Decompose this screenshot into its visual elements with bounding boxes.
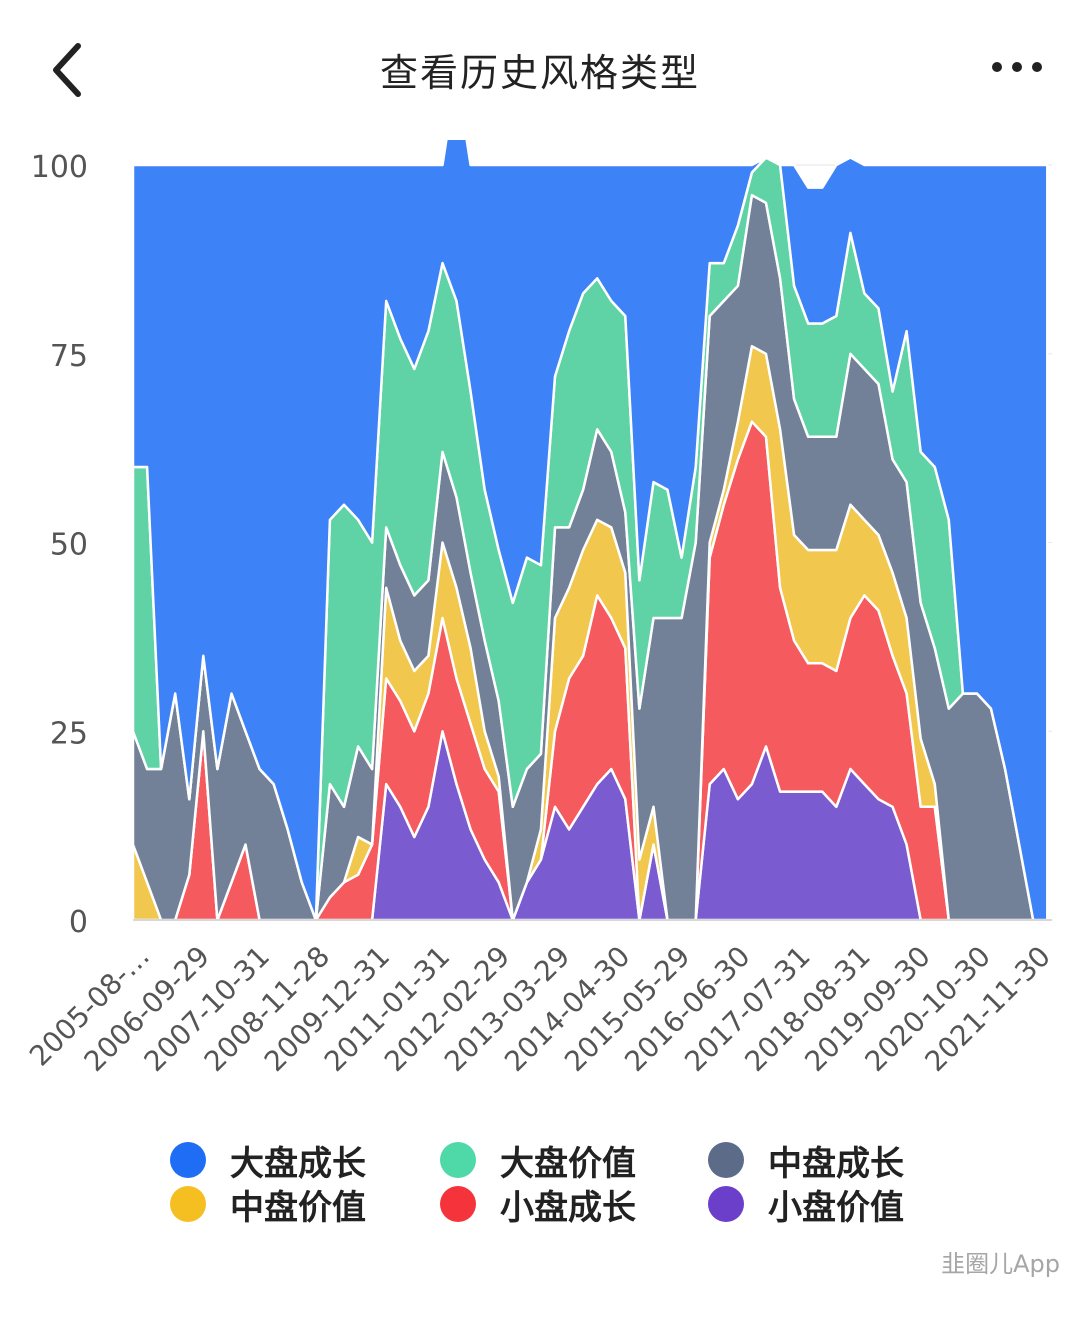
y-tick-label: 25: [50, 716, 88, 751]
legend-dot: [170, 1186, 206, 1222]
style-history-chart: 02550751002005-08-…2006-09-292007-10-312…: [23, 140, 1057, 1078]
legend-label: 小盘价值: [768, 1187, 904, 1228]
legend-dot: [170, 1142, 206, 1178]
y-tick-label: 75: [50, 339, 88, 374]
legend-item-mid-value[interactable]: 中盘价值: [170, 1184, 366, 1228]
more-button[interactable]: [982, 48, 1052, 88]
legend-label: 大盘成长: [230, 1143, 366, 1184]
top-bar: 查看历史风格类型: [0, 0, 1080, 140]
more-dots-icon: [1032, 62, 1042, 72]
legend-dot: [440, 1142, 476, 1178]
legend-label: 大盘价值: [500, 1143, 636, 1184]
legend-dot: [708, 1142, 744, 1178]
chart-legend: 大盘成长 大盘价值 中盘成长 中盘价值 小盘成长 小盘价值: [170, 1140, 970, 1230]
chevron-left-icon: [53, 43, 81, 97]
legend-label: 小盘成长: [500, 1187, 636, 1228]
legend-label: 中盘成长: [768, 1143, 904, 1184]
back-button[interactable]: [40, 36, 100, 106]
legend-item-large-growth[interactable]: 大盘成长: [170, 1140, 366, 1184]
legend-item-small-growth[interactable]: 小盘成长: [440, 1184, 636, 1228]
legend-dot: [440, 1186, 476, 1222]
legend-item-small-value[interactable]: 小盘价值: [708, 1184, 904, 1228]
legend-label: 中盘价值: [230, 1187, 366, 1228]
legend-item-large-value[interactable]: 大盘价值: [440, 1140, 636, 1184]
watermark: 韭圈儿App: [941, 1250, 1060, 1278]
legend-dot: [708, 1186, 744, 1222]
y-tick-label: 100: [31, 150, 88, 185]
page-title: 查看历史风格类型: [379, 51, 700, 95]
more-dots-icon: [1012, 62, 1022, 72]
y-tick-label: 0: [69, 905, 88, 940]
y-tick-label: 50: [50, 528, 88, 563]
more-dots-icon: [992, 62, 1002, 72]
legend-item-mid-growth[interactable]: 中盘成长: [708, 1140, 904, 1184]
